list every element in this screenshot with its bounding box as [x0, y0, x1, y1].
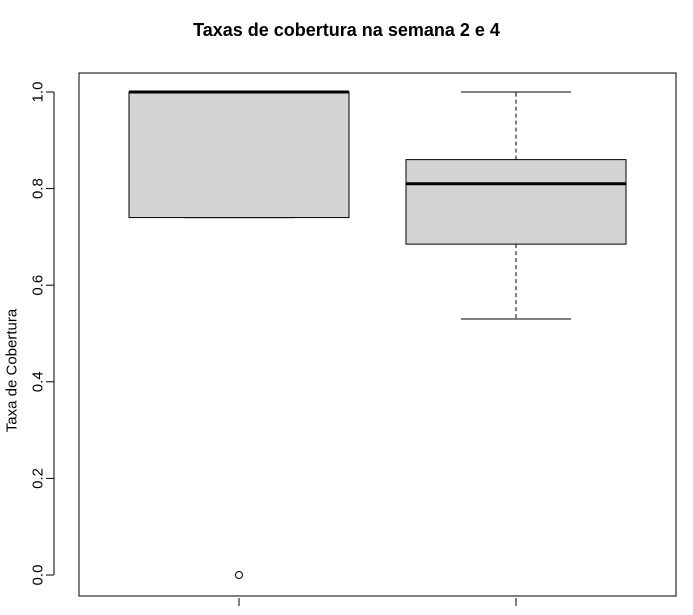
outlier-point	[235, 571, 243, 579]
y-axis: 0.0 0.2 0.4 0.6 0.8 1.0	[30, 82, 55, 586]
plot-frame	[78, 72, 677, 597]
box-1	[128, 90, 350, 579]
y-tick-label: 0.4	[30, 371, 47, 392]
y-tick-label: 0.6	[30, 275, 47, 296]
box-2	[405, 91, 627, 320]
chart-title: Taxas de cobertura na semana 2 e 4	[193, 20, 500, 40]
box-iqr	[405, 159, 627, 245]
y-axis-title: Taxa de Cobertura	[4, 308, 21, 432]
y-tick-label: 0.2	[30, 468, 47, 489]
boxes-group	[128, 90, 627, 579]
x-axis	[238, 598, 517, 606]
y-tick-label: 0.8	[30, 178, 47, 199]
box-iqr	[128, 91, 350, 219]
y-tick-label: 0.0	[30, 565, 47, 586]
y-tick-label: 1.0	[30, 82, 47, 103]
